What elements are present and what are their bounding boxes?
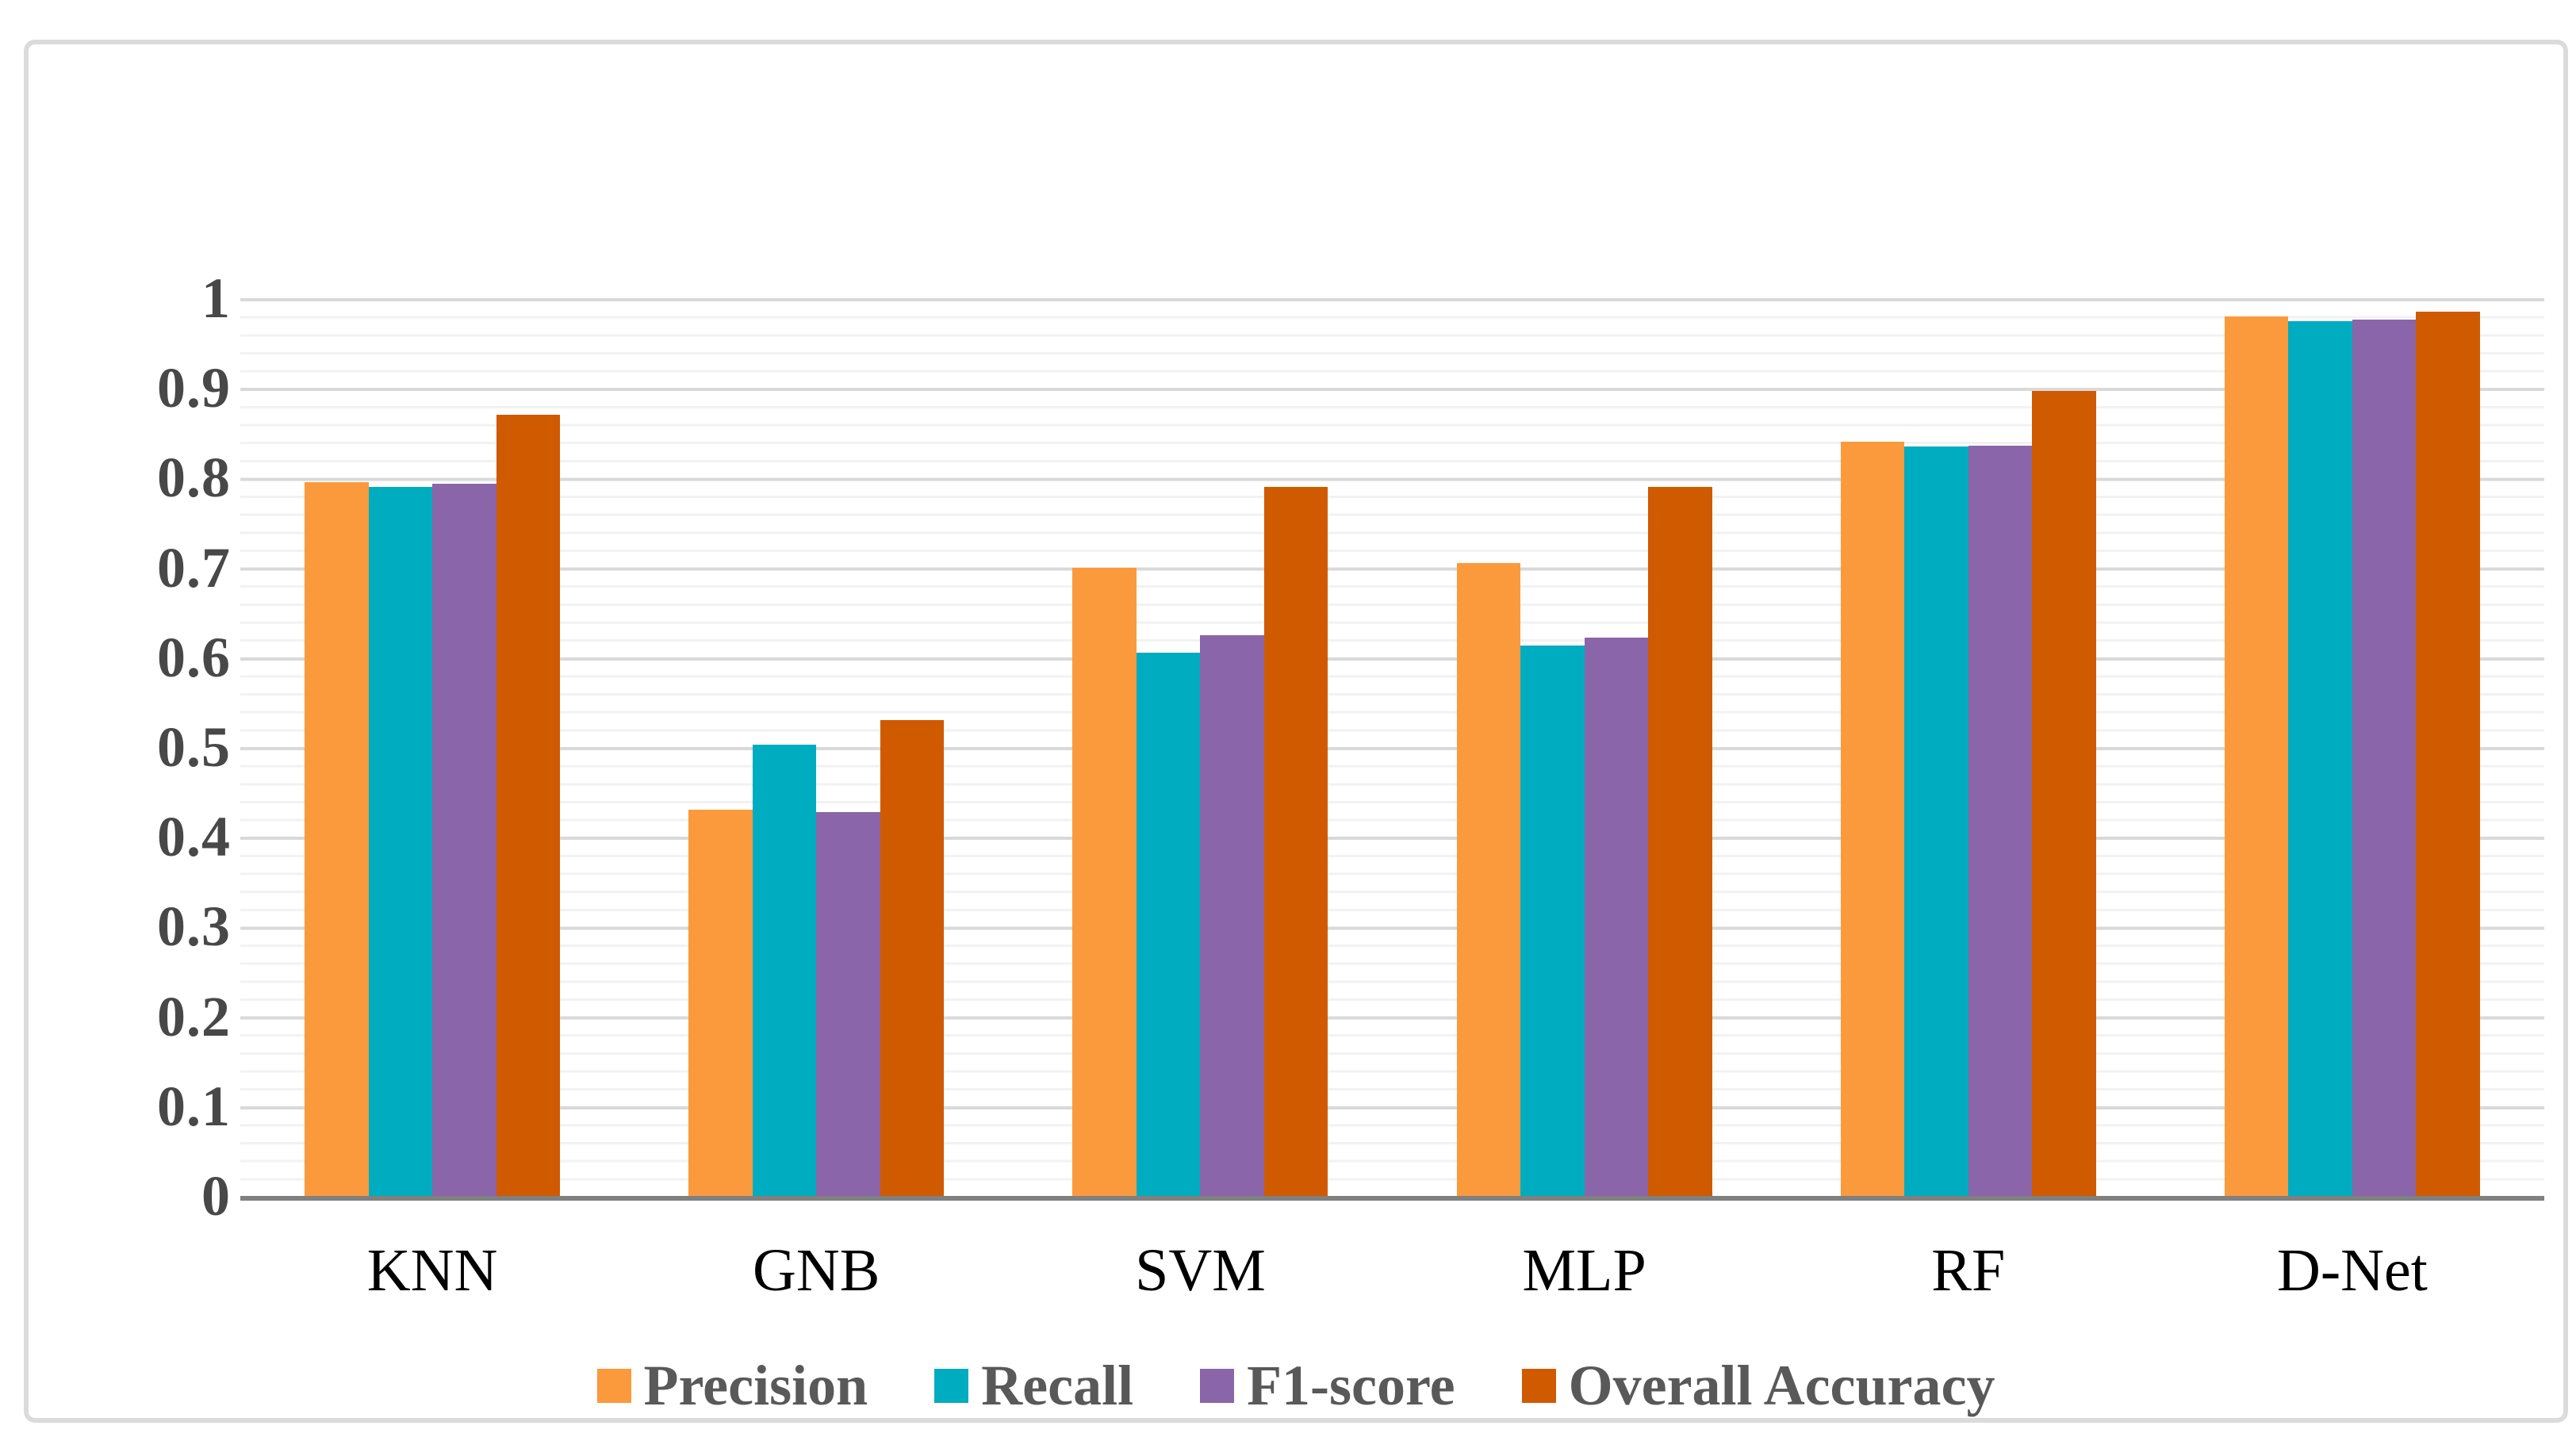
category-slot-rf [1777,298,2160,1196]
bar-precision-gnb [688,810,753,1196]
bar-f1-score-rf [1968,445,2033,1196]
y-tick-0.6: 0.6 [157,625,231,689]
bar-overall-accuracy-rf [2032,390,2096,1196]
y-tick-0.7: 0.7 [157,535,231,600]
legend-swatch-recall-icon [934,1368,969,1403]
legend-item-overall-accuracy: Overall Accuracy [1521,1354,1995,1417]
bar-series-container [240,298,2544,1196]
y-tick-0.5: 0.5 [157,715,231,779]
legend-swatch-f1-score-icon [1200,1368,1235,1403]
bar-recall-gnb [752,744,817,1196]
bar-precision-mlp [1456,562,1521,1196]
legend-label-f1-score: F1-score [1247,1354,1455,1417]
category-slot-d-net [2160,298,2544,1196]
y-tick-0.2: 0.2 [157,984,231,1048]
y-tick-0.9: 0.9 [157,356,231,420]
bar-recall-mlp [1520,646,1585,1196]
legend-label-precision: Precision [643,1354,868,1417]
bar-recall-rf [1904,446,1968,1196]
bar-overall-accuracy-d-net [2416,311,2480,1196]
legend-label-overall-accuracy: Overall Accuracy [1568,1354,1995,1417]
y-tick-0: 0 [201,1164,231,1228]
y-tick-0.4: 0.4 [157,805,231,869]
category-slot-knn [240,298,624,1196]
bar-f1-score-d-net [2352,320,2417,1196]
bar-f1-score-gnb [816,811,880,1196]
x-label-rf: RF [1931,1237,2006,1304]
bar-precision-rf [1840,442,1905,1196]
y-tick-0.3: 0.3 [157,895,231,959]
bar-overall-accuracy-knn [496,415,561,1196]
x-label-svm: SVM [1135,1237,1266,1304]
legend-swatch-overall-accuracy-icon [1521,1368,1556,1403]
plot-area [240,298,2544,1201]
bar-overall-accuracy-svm [1263,486,1328,1196]
legend-item-precision: Precision [596,1354,868,1417]
bar-precision-knn [305,482,369,1196]
y-tick-0.8: 0.8 [157,446,231,510]
x-axis-category-labels: KNN GNB SVM MLP RF D-Net [240,1237,2544,1305]
bar-recall-d-net [2288,321,2352,1196]
bar-overall-accuracy-mlp [1648,486,1712,1196]
category-slot-mlp [1393,298,1777,1196]
legend-swatch-precision-icon [596,1368,631,1403]
bar-overall-accuracy-gnb [880,720,945,1196]
x-label-knn: KNN [366,1237,498,1304]
bar-precision-svm [1072,567,1137,1196]
bar-precision-d-net [2224,316,2289,1196]
legend-label-recall: Recall [981,1354,1134,1417]
x-label-d-net: D-Net [2276,1237,2428,1304]
bar-group-knn [305,298,561,1196]
bar-group-d-net [2224,298,2480,1196]
bar-f1-score-mlp [1584,637,1649,1196]
y-tick-0.1: 0.1 [157,1074,231,1138]
bar-f1-score-svm [1200,634,1264,1196]
bar-group-svm [1072,298,1328,1196]
y-tick-1: 1 [201,266,231,330]
chart-frame: 1 0.9 0.8 0.7 0.6 0.5 0.4 0.3 0.2 0.1 0 KNN GNB SVM M… [24,40,2568,1423]
bar-group-mlp [1456,298,1712,1196]
bar-group-rf [1840,298,2096,1196]
y-axis-tick-labels: 1 0.9 0.8 0.7 0.6 0.5 0.4 0.3 0.2 0.1 0 [60,270,231,1224]
x-label-mlp: MLP [1522,1237,1646,1304]
category-slot-gnb [624,298,1008,1196]
bar-recall-knn [368,486,433,1196]
bar-group-gnb [688,298,945,1196]
category-slot-svm [1008,298,1392,1196]
legend-item-recall: Recall [934,1357,1133,1414]
bar-recall-svm [1136,653,1201,1196]
x-label-gnb: GNB [753,1237,880,1304]
chart-legend: Precision Recall F1-score Overall Accuracy [29,1357,2563,1414]
bar-f1-score-knn [432,484,496,1196]
legend-item-f1-score: F1-score [1200,1357,1455,1414]
